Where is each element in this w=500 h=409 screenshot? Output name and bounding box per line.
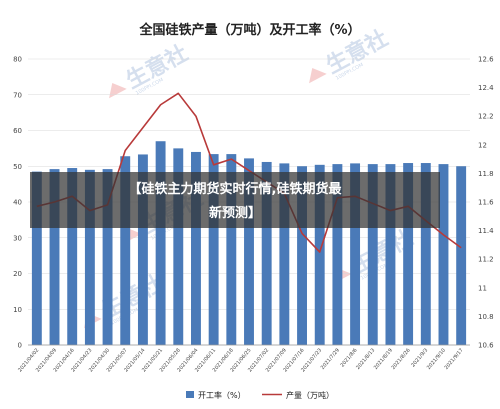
y-right-tick-label: 11.2 <box>478 256 494 264</box>
legend-line-label: 产量（万吨） <box>286 390 334 400</box>
bar <box>332 164 343 345</box>
bar <box>191 151 201 345</box>
bar <box>403 163 414 345</box>
bar <box>137 154 148 345</box>
y-left-tick-label: 0 <box>18 342 22 350</box>
legend: 开工率（%） 产量（万吨） <box>186 390 334 400</box>
y-left-tick-label: 40 <box>13 199 22 207</box>
overlay-background <box>30 172 440 228</box>
bar <box>102 169 113 345</box>
bar <box>155 141 166 345</box>
bar <box>226 154 237 345</box>
bar <box>438 164 449 345</box>
y-right-tick-label: 12 <box>478 141 487 149</box>
y-left-tick-label: 80 <box>13 56 22 64</box>
bar <box>244 158 254 345</box>
legend-bar-label: 开工率（%） <box>198 390 246 400</box>
bar <box>367 164 378 345</box>
overlay-line-2: 新预测】 <box>209 205 261 221</box>
bar <box>31 171 42 345</box>
y-right-tick-label: 10.8 <box>478 313 494 321</box>
y-right-tick-label: 11.6 <box>478 199 494 207</box>
y-left-tick-label: 10 <box>13 306 22 314</box>
y-right-tick-label: 11.8 <box>478 170 494 178</box>
bar <box>456 166 467 345</box>
y-right-tick-label: 12.2 <box>478 113 494 121</box>
bar <box>279 163 290 345</box>
bar <box>261 161 272 345</box>
y-right-tick-label: 11 <box>478 284 487 292</box>
bar <box>173 148 184 345</box>
y-right-tick-label: 12.4 <box>478 84 494 92</box>
bar <box>49 169 60 345</box>
watermark-logo-icon <box>309 67 327 84</box>
y-left-tick-label: 30 <box>13 234 22 242</box>
watermark-logo-icon <box>109 82 127 99</box>
y-right-tick-label: 10.6 <box>478 342 494 350</box>
overlay-line-1: 【硅铁主力期货实时行情,硅铁期货最 <box>129 181 343 197</box>
bar <box>314 164 325 345</box>
y-left-tick-label: 60 <box>13 127 22 135</box>
bar <box>120 156 131 345</box>
bar <box>350 163 361 345</box>
bar <box>420 163 431 345</box>
y-right-tick-label: 12.6 <box>478 56 494 64</box>
y-left-tick-label: 20 <box>13 270 22 278</box>
y-left-tick-label: 50 <box>13 163 22 171</box>
legend-bar-swatch <box>186 391 194 398</box>
bar <box>67 168 78 345</box>
y-right-tick-label: 11.4 <box>478 227 494 235</box>
bar-series <box>31 141 467 345</box>
bar <box>297 166 307 345</box>
bar <box>385 164 396 345</box>
y-left-tick-label: 70 <box>13 91 22 99</box>
overlay-banner: 【硅铁主力期货实时行情,硅铁期货最 新预测】 <box>30 172 440 228</box>
bar <box>84 169 95 345</box>
chart-title: 全国硅铁产量（万吨）及开工率（%） <box>138 22 360 38</box>
bar <box>208 154 219 345</box>
